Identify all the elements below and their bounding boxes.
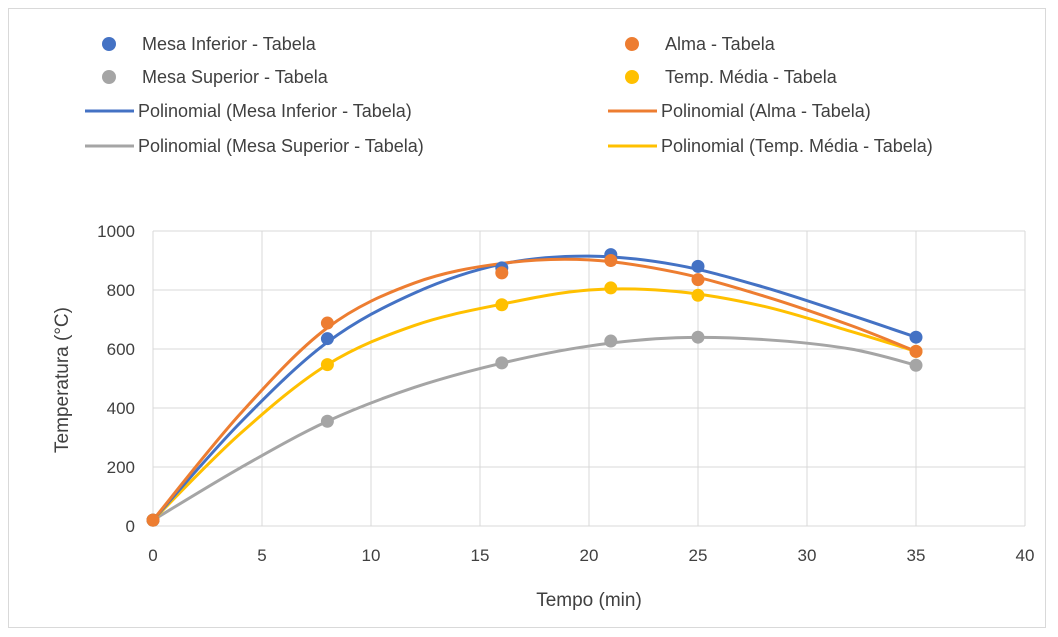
x-tick-label: 25 bbox=[689, 546, 708, 565]
x-tick-label: 0 bbox=[148, 546, 157, 565]
point-series-4 bbox=[495, 298, 509, 312]
trendlines bbox=[151, 254, 918, 522]
point-series-2 bbox=[146, 513, 160, 527]
x-tick-label: 5 bbox=[257, 546, 266, 565]
tick-labels: 0 200 400 600 800 1000 0 5 10 15 20 25 30 35 40 bbox=[97, 222, 1034, 565]
x-tick-label: 20 bbox=[580, 546, 599, 565]
legend-marker bbox=[625, 37, 639, 51]
legend-label: Polinomial (Alma - Tabela) bbox=[661, 101, 871, 121]
legend-label: Temp. Média - Tabela bbox=[665, 67, 838, 87]
legend-marker bbox=[625, 70, 639, 84]
legend-marker bbox=[102, 70, 116, 84]
x-tick-label: 10 bbox=[362, 546, 381, 565]
point-series-1 bbox=[909, 330, 923, 344]
point-series-3 bbox=[495, 356, 509, 370]
y-tick-label: 200 bbox=[107, 458, 135, 477]
y-tick-label: 800 bbox=[107, 281, 135, 300]
point-series-2 bbox=[909, 344, 923, 358]
x-axis-title: Tempo (min) bbox=[536, 590, 642, 611]
point-series-4 bbox=[320, 358, 334, 372]
y-tick-label: 600 bbox=[107, 340, 135, 359]
legend-label: Mesa Inferior - Tabela bbox=[142, 34, 317, 54]
point-series-2 bbox=[320, 316, 334, 330]
point-series-2 bbox=[691, 273, 705, 287]
y-tick-label: 1000 bbox=[97, 222, 135, 241]
point-series-4 bbox=[691, 288, 705, 302]
legend-label: Polinomial (Temp. Média - Tabela) bbox=[661, 136, 933, 156]
data-points bbox=[146, 248, 923, 527]
legend: Mesa Inferior - Tabela Alma - Tabela Mesa … bbox=[85, 34, 933, 156]
point-series-1 bbox=[691, 259, 705, 273]
point-series-1 bbox=[320, 332, 334, 346]
x-tick-label: 30 bbox=[798, 546, 817, 565]
legend-marker bbox=[102, 37, 116, 51]
legend-label: Alma - Tabela bbox=[665, 34, 776, 54]
trendline-series-3 bbox=[151, 335, 918, 522]
point-series-4 bbox=[604, 281, 618, 295]
point-series-3 bbox=[691, 330, 705, 344]
x-tick-label: 40 bbox=[1016, 546, 1035, 565]
point-series-3 bbox=[320, 414, 334, 428]
legend-label: Polinomial (Mesa Inferior - Tabela) bbox=[138, 101, 412, 121]
legend-label: Polinomial (Mesa Superior - Tabela) bbox=[138, 136, 424, 156]
y-tick-label: 400 bbox=[107, 399, 135, 418]
chart-frame bbox=[8, 8, 1046, 628]
x-tick-label: 15 bbox=[471, 546, 490, 565]
point-series-3 bbox=[909, 358, 923, 372]
y-axis-title: Temperatura (°C) bbox=[52, 307, 73, 453]
trendline-series-2 bbox=[151, 257, 918, 522]
x-tick-label: 35 bbox=[907, 546, 926, 565]
y-tick-label: 0 bbox=[126, 517, 135, 536]
legend-label: Mesa Superior - Tabela bbox=[142, 67, 329, 87]
point-series-2 bbox=[495, 266, 509, 280]
point-series-3 bbox=[604, 334, 618, 348]
trendline-series-1 bbox=[151, 254, 918, 522]
point-series-2 bbox=[604, 254, 618, 267]
trendline-series-4 bbox=[151, 287, 918, 522]
